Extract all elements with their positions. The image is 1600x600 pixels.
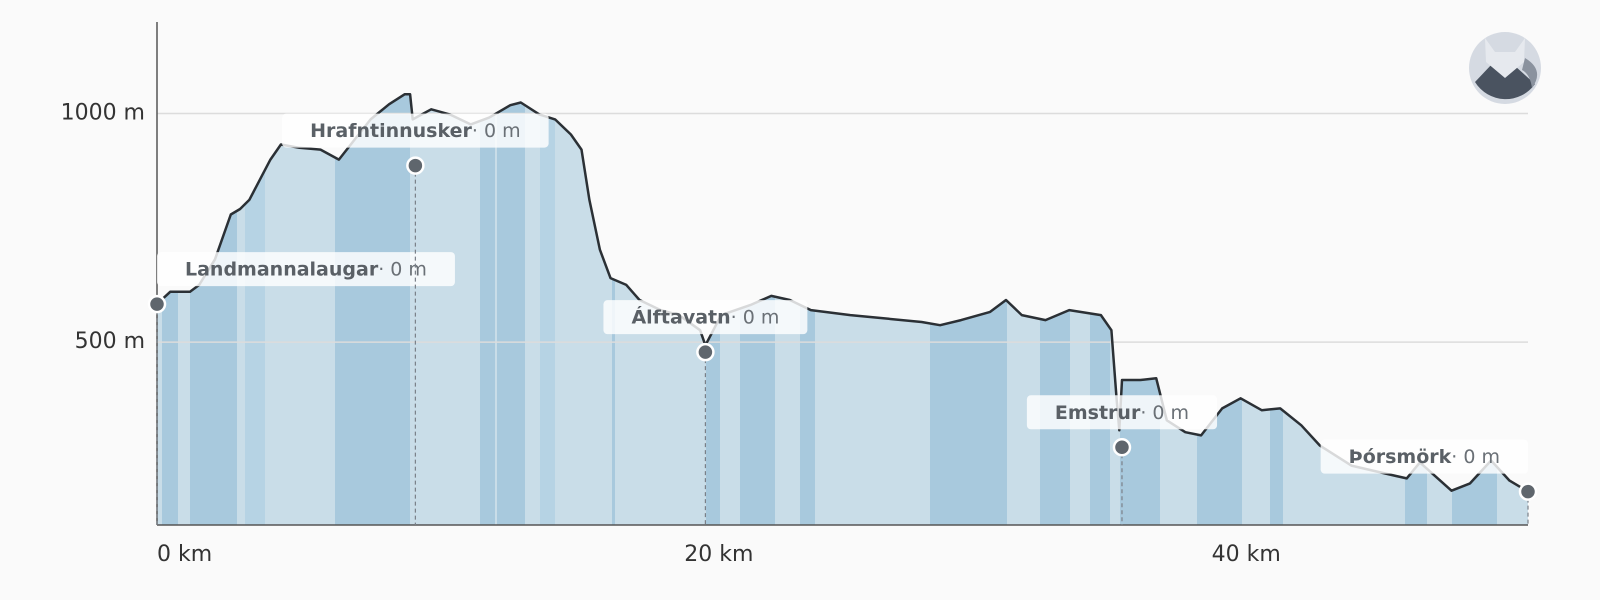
label-box (157, 252, 455, 287)
y-tick-label: 1000 m (61, 100, 145, 125)
x-tick-label: 40 km (1212, 542, 1281, 567)
label-box (1026, 395, 1218, 430)
waypoint-marker (406, 156, 425, 175)
waypoint-name: Þórsmörk (1349, 446, 1452, 468)
y-tick-label: 500 m (75, 329, 145, 354)
waypoint-label: Emstrur · 0 m (1026, 395, 1218, 430)
waypoint-elevation-label: · 0 m (1140, 402, 1189, 424)
waypoint-elevation-label: · 0 m (731, 307, 780, 329)
x-tick-label: 20 km (684, 542, 753, 567)
label-box (1320, 439, 1528, 474)
waypoint-name: Álftavatn (631, 306, 730, 329)
x-tick-label: 0 km (157, 542, 212, 567)
logo (1469, 32, 1541, 104)
waypoint-elevation-label: · 0 m (378, 259, 427, 281)
waypoint-marker (1112, 438, 1132, 457)
waypoint-marker (696, 342, 715, 362)
waypoint-label: Álftavatn · 0 m (603, 300, 808, 335)
waypoint-name: Landmannalaugar (185, 259, 379, 281)
waypoint-label: Landmannalaugar · 0 m (157, 252, 455, 287)
waypoint-marker (1518, 482, 1538, 501)
waypoint-label: Þórsmörk · 0 m (1320, 439, 1528, 474)
waypoint-marker (147, 294, 167, 314)
waypoint-label: Hrafntinnusker · 0 m (282, 113, 549, 148)
waypoint-name: Hrafntinnusker (310, 120, 472, 142)
waypoint-name: Emstrur (1055, 402, 1141, 424)
label-box (282, 113, 549, 148)
waypoint-elevation-label: · 0 m (472, 120, 521, 142)
label-box (603, 300, 808, 335)
waypoint-elevation-label: · 0 m (1451, 446, 1500, 468)
